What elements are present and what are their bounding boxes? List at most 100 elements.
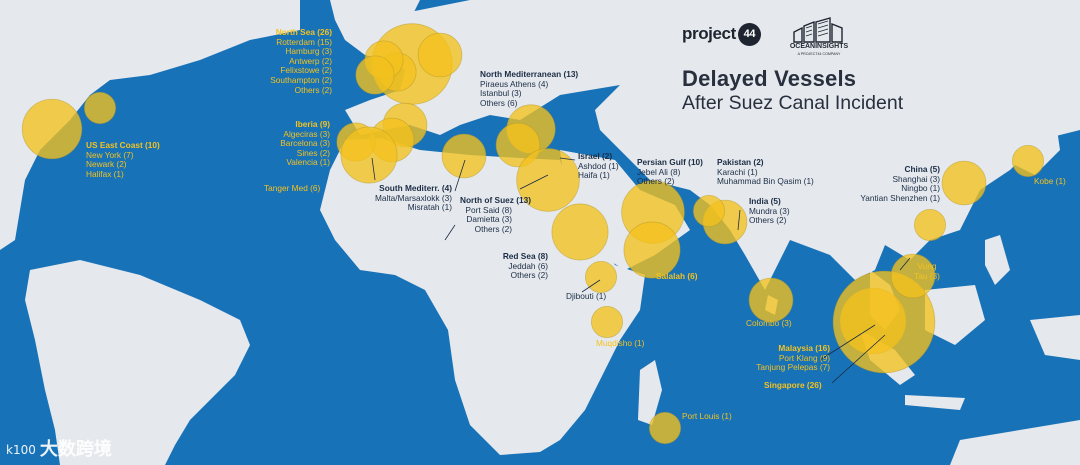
borneo-land (925, 285, 985, 345)
label-china-item: Shanghai (3) (892, 173, 940, 184)
port-bubble-port-louis (649, 411, 682, 444)
label-pakistan-header: Pakistan (2) (717, 157, 764, 167)
port-bubble-salalah (623, 221, 681, 279)
label-north-of-suez: North of Suez (13) Port Said (8) Damiett… (460, 195, 531, 234)
port-bubble-halifax (84, 92, 117, 125)
label-persian-gulf-item: Jebel Ali (8) (637, 166, 681, 177)
leader-line-vung-tau (899, 257, 911, 271)
label-south-mediterranean-item: Malta/Marsaxlokk (3) (375, 192, 452, 203)
port-bubble-karachi (693, 194, 726, 227)
label-tanger-med: Tanger Med (6) (264, 183, 321, 193)
watermark-text: 大数跨境 (39, 439, 112, 460)
north-america-land (0, 0, 300, 250)
label-us-east-coast-header: US East Coast (10) (86, 140, 160, 150)
label-israel-header: Israel (2) (578, 151, 613, 161)
label-pakistan-item: Karachi (1) (717, 166, 758, 177)
label-south-mediterranean: South Mediterr. (4) Malta/Marsaxlokk (3)… (356, 183, 452, 213)
label-red-sea: Red Sea (8) Jeddah (6) Others (2) (488, 251, 548, 281)
label-israel-item: Haifa (1) (578, 170, 610, 181)
leader-line-red-sea (444, 224, 456, 241)
label-vung-tau-line2: Tau (3) (914, 270, 940, 281)
label-north-of-suez-item: Others (2) (474, 223, 512, 234)
asia-land (595, 0, 1080, 290)
label-iberia-item: Sines (2) (296, 147, 330, 158)
label-red-sea-header: Red Sea (8) (502, 251, 548, 261)
label-muqdisho: Muqdisho (1) (596, 338, 645, 348)
label-singapore: Singapore (26) (764, 380, 822, 390)
label-vung-tau: Vung Tau (3) (912, 261, 942, 281)
port-bubble-yantian-shenzhen (914, 208, 947, 241)
label-us-east-coast: US East Coast (10) New York (7) Newark (… (86, 140, 160, 179)
label-north-mediterranean-header: North Mediterranean (13) (480, 69, 579, 79)
label-colombo: Colombo (3) (746, 318, 792, 328)
leader-line-malaysia (819, 324, 876, 361)
leader-line-south-med (454, 159, 466, 192)
label-israel-item: Ashdod (1) (578, 160, 619, 171)
oceaninsights-logo: OCEANINSIGHTS A PROJECT44 COMPANY (784, 16, 854, 58)
label-pakistan-item: Muhammad Bin Qasim (1) (717, 176, 814, 187)
label-iberia-header: Iberia (9) (295, 119, 330, 129)
label-north-of-suez-item: Port Said (8) (465, 204, 512, 215)
port-bubble-djibouti (585, 260, 618, 293)
leader-line-djibouti (581, 279, 601, 293)
port-bubble-colombo (748, 277, 794, 323)
label-north-mediterranean-item: Istanbul (3) (480, 88, 522, 99)
label-us-east-coast-item: New York (7) (86, 149, 134, 160)
label-north-mediterranean-item: Piraeus Athens (4) (480, 78, 549, 89)
label-israel: Israel (2) Ashdod (1) Haifa (1) (578, 151, 619, 181)
label-north-of-suez-header: North of Suez (13) (460, 195, 531, 205)
port-bubble-vung-tau (890, 253, 936, 299)
label-india-item: Others (2) (749, 215, 787, 226)
new-guinea-land (1030, 315, 1080, 360)
port-bubble-new-york (21, 98, 83, 160)
label-us-east-coast-item: Newark (2) (86, 159, 127, 170)
label-us-east-coast-item: Halifax (1) (86, 168, 124, 179)
label-port-louis: Port Louis (1) (682, 411, 732, 421)
south-america-land (25, 260, 250, 465)
java-land (905, 395, 965, 410)
label-north-sea-header: North Sea (26) (275, 27, 332, 37)
label-persian-gulf-header: Persian Gulf (10) (637, 157, 703, 167)
label-china-item: Ningbo (1) (901, 183, 940, 194)
label-north-of-suez-item: Damietta (3) (466, 214, 512, 225)
label-north-sea: North Sea (26) Rotterdam (15) Hamburg (3… (252, 27, 332, 95)
madagascar-land (638, 360, 662, 425)
label-south-mediterranean-header: South Mediterr. (4) (379, 183, 452, 193)
label-north-sea-item: Hamburg (3) (285, 46, 332, 57)
label-pakistan: Pakistan (2) Karachi (1) Muhammad Bin Qa… (717, 157, 814, 187)
label-north-sea-item: Others (2) (294, 84, 332, 95)
label-vung-tau-line1: Vung (917, 261, 937, 271)
leader-line-north-of-suez (519, 174, 549, 190)
port-bubble-kobe (1012, 144, 1045, 177)
port-bubble-port-said (516, 148, 580, 212)
label-india: India (5) Mundra (3) Others (2) (749, 196, 790, 226)
label-red-sea-item: Others (2) (510, 270, 548, 281)
watermark-logo: k100 (6, 443, 36, 457)
port-bubbles (21, 23, 1045, 444)
watermark: k100 大数跨境 (6, 435, 112, 461)
label-malaysia: Malaysia (16) Port Klang (9) Tanjung Pel… (740, 343, 830, 373)
project44-logo: project 44 (682, 23, 761, 46)
label-iberia-item: Barcelona (3) (280, 138, 330, 149)
australia-land (950, 420, 1080, 465)
port-bubble-muqdisho (591, 305, 624, 338)
label-malaysia-item: Port Klang (9) (778, 352, 830, 363)
port-bubble-malta-marsaxlokk (441, 133, 487, 179)
label-south-mediterranean-item: Misratah (1) (407, 202, 452, 213)
label-north-mediterranean: North Mediterranean (13) Piraeus Athens … (480, 69, 579, 108)
label-india-header: India (5) (749, 196, 781, 206)
label-malaysia-header: Malaysia (16) (778, 343, 830, 353)
label-malaysia-item: Tanjung Pelepas (7) (756, 362, 830, 373)
leader-line-tanger (371, 157, 376, 181)
oceaninsights-building-icon (793, 17, 843, 43)
label-kobe: Kobe (1) (1034, 176, 1066, 186)
label-north-sea-item: Felixstowe (2) (280, 65, 332, 76)
oceaninsights-logo-subtitle: A PROJECT44 COMPANY (797, 52, 841, 56)
label-persian-gulf: Persian Gulf (10) Jebel Ali (8) Others (… (637, 157, 703, 187)
philippines-land (985, 235, 1010, 285)
label-india-item: Mundra (3) (749, 205, 790, 216)
label-china-header: China (5) (904, 164, 941, 174)
label-north-mediterranean-item: Others (6) (480, 97, 518, 108)
